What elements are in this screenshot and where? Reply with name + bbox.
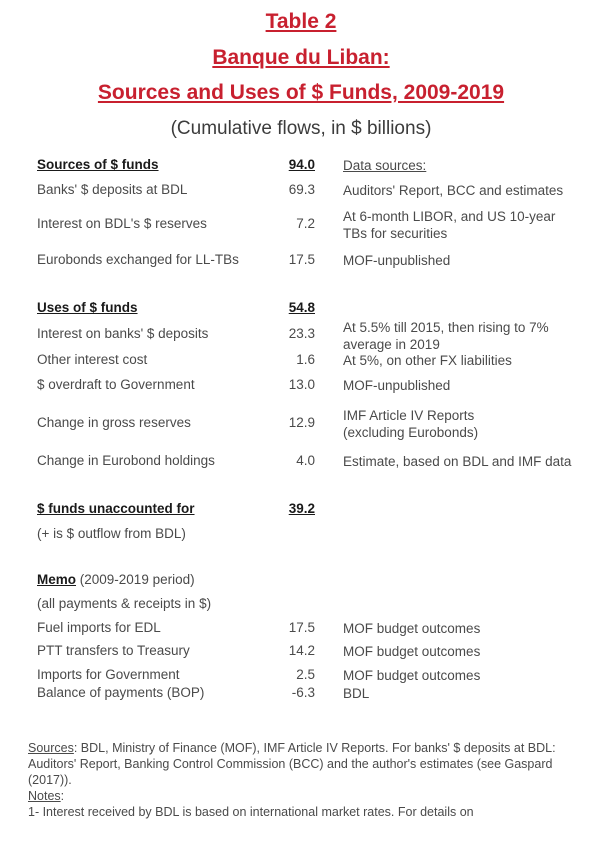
row-value: 69.3 <box>288 182 315 197</box>
notes-label: Notes <box>28 789 61 803</box>
row-value: 23.3 <box>288 326 315 341</box>
sources-footnote: Sources: BDL, Ministry of Finance (MOF),… <box>28 740 593 788</box>
row-source: MOF budget outcomes <box>343 644 481 659</box>
row-label: $ overdraft to Government <box>37 377 195 392</box>
row-label: Banks' $ deposits at BDL <box>37 182 188 197</box>
row-label: Fuel imports for EDL <box>37 620 161 635</box>
table-number: Table 2 <box>265 10 337 33</box>
row-value: 17.5 <box>288 252 315 267</box>
memo-header: Memo <box>37 572 77 587</box>
row-source: At 5.5% till 2015, then rising to 7% aver… <box>343 320 549 352</box>
row-label: Interest on banks' $ deposits <box>37 326 209 341</box>
row-value: 14.2 <box>288 643 315 658</box>
row-source: MOF budget outcomes <box>343 668 481 683</box>
table-title: Banque du Liban: <box>212 46 390 69</box>
table-subtitle: Sources and Uses of $ Funds, 2009-2019 <box>97 81 505 104</box>
unaccounted-note: (+ is $ outflow from BDL) <box>37 526 186 541</box>
row-value: 13.0 <box>288 377 315 392</box>
memo-note: (all payments & receipts in $) <box>37 596 212 611</box>
sources-total: 94.0 <box>288 157 315 172</box>
row-label: Change in gross reserves <box>37 415 191 430</box>
row-value: 17.5 <box>288 620 315 635</box>
row-value: 4.0 <box>296 453 315 468</box>
row-value: -6.3 <box>291 685 315 700</box>
row-label: Balance of payments (BOP) <box>37 685 205 700</box>
sources-text: : BDL, Ministry of Finance (MOF), IMF Ar… <box>28 741 556 787</box>
units-note: (Cumulative flows, in $ billions) <box>170 118 432 139</box>
memo-period: (2009-2019 period) <box>76 572 195 587</box>
data-sources-header: Data sources: <box>343 158 427 173</box>
row-label: Interest on BDL's $ reserves <box>37 216 207 231</box>
unaccounted-header: $ funds unaccounted for <box>37 501 195 516</box>
row-source: MOF budget outcomes <box>343 621 481 636</box>
sources-header: Sources of $ funds <box>37 157 159 172</box>
row-label: PTT transfers to Treasury <box>37 643 190 658</box>
row-source: IMF Article IV Reports (excluding Eurobon… <box>343 408 479 440</box>
row-source: BDL <box>343 686 370 701</box>
row-source: Estimate, based on BDL and IMF data <box>343 454 572 469</box>
row-label: Change in Eurobond holdings <box>37 453 215 468</box>
uses-total: 54.8 <box>288 300 315 315</box>
notes-label-row: Notes: <box>28 788 593 804</box>
row-value: 12.9 <box>288 415 315 430</box>
unaccounted-total: 39.2 <box>288 501 315 516</box>
row-label: Eurobonds exchanged for LL-TBs <box>37 252 239 267</box>
notes-colon: : <box>60 789 65 803</box>
row-value: 2.5 <box>296 667 315 682</box>
row-source: At 5%, on other FX liabilities <box>343 353 512 368</box>
row-value: 7.2 <box>296 216 315 231</box>
row-source: Auditors' Report, BCC and estimates <box>343 183 564 198</box>
row-source: MOF-unpublished <box>343 253 451 268</box>
row-source: MOF-unpublished <box>343 378 451 393</box>
row-label: Other interest cost <box>37 352 148 367</box>
row-label: Imports for Government <box>37 667 180 682</box>
note-1: 1- Interest received by BDL is based on … <box>28 805 474 819</box>
sources-label: Sources <box>28 741 74 755</box>
uses-header: Uses of $ funds <box>37 300 138 315</box>
row-value: 1.6 <box>296 352 315 367</box>
row-source: At 6-month LIBOR, and US 10-year TBs for … <box>343 209 556 241</box>
